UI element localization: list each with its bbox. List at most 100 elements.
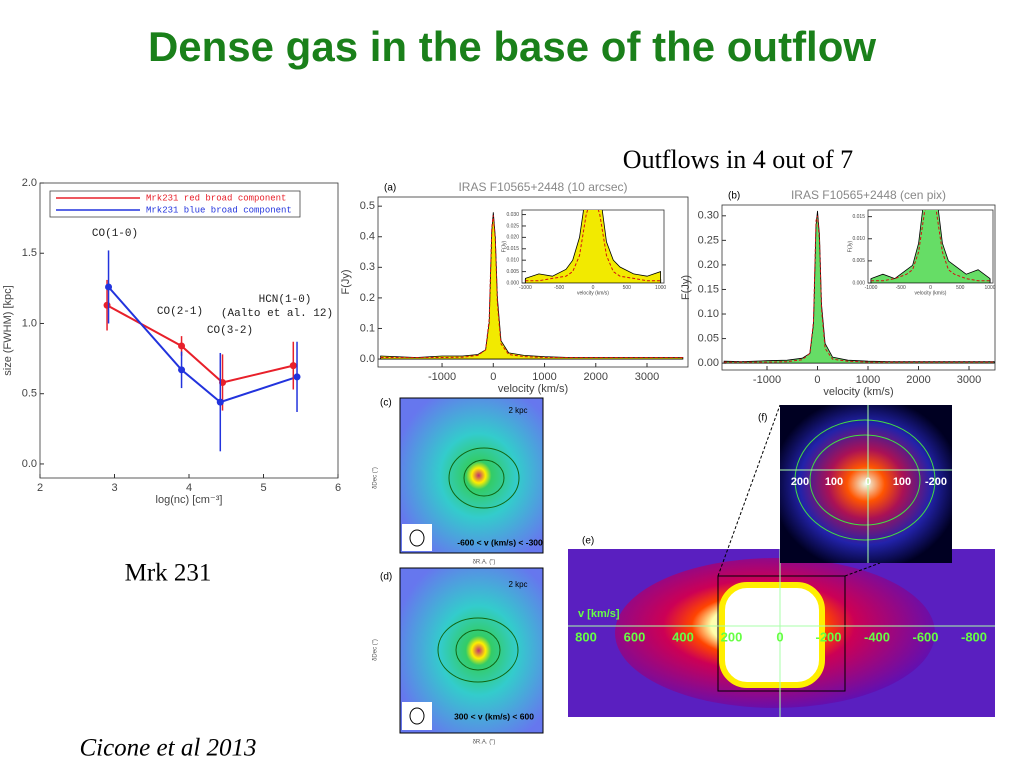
x-tick-label: 4 bbox=[186, 482, 192, 494]
x-tick-label: -1000 bbox=[753, 374, 781, 386]
velocity-range: 300 < v (km/s) < 600 bbox=[454, 711, 534, 721]
y-tick-label: 0.010 bbox=[506, 258, 519, 264]
fit-line bbox=[525, 210, 661, 282]
x-tick-label: 3 bbox=[111, 482, 117, 494]
panel-label: (a) bbox=[384, 183, 396, 194]
y-tick-label: 0.015 bbox=[852, 214, 865, 220]
y-tick-label: 0.25 bbox=[698, 234, 719, 246]
velocity-label: 200 bbox=[791, 476, 809, 488]
map-f: (f) bbox=[758, 405, 952, 563]
citation: Cicone et al 2013 bbox=[79, 735, 256, 762]
x-tick-label: 2 bbox=[37, 482, 43, 494]
x-tick-label: 5 bbox=[260, 482, 266, 494]
contour bbox=[437, 617, 519, 683]
velocity-range: -600 < v (km/s) < -300 bbox=[457, 537, 543, 547]
x-tick-label: -1000 bbox=[865, 285, 878, 291]
object-label: Mrk 231 bbox=[125, 560, 212, 587]
x-tick-label: 2000 bbox=[906, 374, 930, 386]
core bbox=[719, 582, 825, 688]
x-tick-label: 2000 bbox=[584, 371, 608, 383]
y-tick-label: 0.000 bbox=[852, 280, 865, 286]
contour bbox=[794, 419, 936, 541]
velocity-label: 0 bbox=[776, 629, 783, 644]
marker bbox=[105, 283, 113, 291]
panel-label: (c) bbox=[380, 398, 392, 409]
x-tick-label: -500 bbox=[554, 285, 564, 291]
x-tick-label: -1000 bbox=[428, 371, 456, 383]
y-tick-label: 0.010 bbox=[852, 236, 865, 242]
x-tick-label: -500 bbox=[896, 285, 906, 291]
velocity-label: 100 bbox=[893, 476, 911, 488]
x-tick-label: 3000 bbox=[957, 374, 981, 386]
y-axis-label: F(Jy) bbox=[501, 240, 507, 252]
annotation: (Aalto et al. 12) bbox=[221, 308, 333, 320]
x-tick-label: -1000 bbox=[519, 285, 532, 291]
panel-label: (d) bbox=[380, 572, 392, 583]
panel-title: IRAS F10565+2448 (cen pix) bbox=[791, 188, 946, 202]
beam bbox=[409, 707, 425, 725]
y-label: δDec (") bbox=[373, 467, 379, 489]
y-tick-label: 0.20 bbox=[698, 259, 719, 271]
zoom-line bbox=[844, 562, 881, 577]
slide-title: Dense gas in the base of the outflow bbox=[148, 23, 876, 70]
contour bbox=[455, 629, 501, 671]
x-tick-label: 1000 bbox=[655, 285, 666, 291]
panel-label: (b) bbox=[728, 191, 740, 202]
scale-label: 2 kpc bbox=[508, 580, 527, 589]
y-label: δDec (") bbox=[373, 639, 379, 661]
y-tick-label: 2.0 bbox=[22, 177, 37, 189]
velocity-label: 100 bbox=[825, 476, 843, 488]
velocity-label: -200 bbox=[815, 629, 841, 644]
legend bbox=[49, 190, 301, 218]
panel-label: (e) bbox=[582, 536, 594, 547]
series-line bbox=[106, 304, 294, 384]
y-tick-label: 0.30 bbox=[698, 210, 719, 222]
spectrum-chart: 0.00 0.05 0.10 0.15 0.20 0.25 0.30 -1000 0 1000 20… bbox=[680, 188, 996, 398]
plot-area bbox=[106, 286, 298, 404]
y-tick-label: 0.00 bbox=[698, 357, 719, 369]
y-tick-label: 0.1 bbox=[360, 322, 375, 334]
subtitle: Outflows in 4 out of 7 bbox=[623, 145, 853, 174]
panel-title: IRAS F10565+2448 (10 arcsec) bbox=[458, 180, 627, 194]
velocity-label: -600 bbox=[912, 629, 938, 644]
annotation: HCN(1-0) bbox=[259, 294, 312, 306]
fit-line bbox=[724, 215, 995, 363]
y-tick-label: 1.5 bbox=[22, 247, 37, 259]
x-axis-label: log(nc) [cm⁻³] bbox=[156, 494, 223, 506]
y-tick-label: 0.2 bbox=[360, 292, 375, 304]
x-tick-label: 3000 bbox=[635, 371, 659, 383]
contour bbox=[448, 447, 520, 509]
x-tick-label: 0 bbox=[592, 285, 595, 291]
y-axis-label: F(Jy) bbox=[680, 275, 692, 300]
x-tick-label: 0 bbox=[814, 374, 820, 386]
map-e: (e) v [km/s] bbox=[568, 404, 995, 717]
map-d: (d) 2 kpc 300 < v (km/s) < 600 δR.A. (")… bbox=[373, 567, 544, 746]
marker bbox=[103, 301, 111, 309]
velocity-label: 200 bbox=[721, 629, 743, 644]
annotation: CO(3-2) bbox=[207, 325, 253, 337]
annotation: CO(1-0) bbox=[92, 228, 138, 240]
y-axis-label: F(Jy) bbox=[847, 240, 853, 252]
x-tick-label: 500 bbox=[623, 285, 632, 291]
x-axis-label: velocity (km/s) bbox=[498, 383, 568, 395]
x-tick-label: 500 bbox=[956, 285, 965, 291]
zoom-line bbox=[717, 404, 781, 577]
series-line bbox=[107, 286, 298, 404]
x-axis-label: velocity (km/s) bbox=[577, 290, 609, 296]
x-tick-label: 0 bbox=[929, 285, 932, 291]
y-tick-label: 0.15 bbox=[698, 283, 719, 295]
map-image bbox=[780, 405, 952, 563]
velocity-label: 400 bbox=[672, 629, 694, 644]
y-tick-label: 0.0 bbox=[22, 458, 37, 470]
x-tick-label: 1000 bbox=[856, 374, 880, 386]
velocity-label: 800 bbox=[575, 629, 597, 644]
y-tick-label: 0.5 bbox=[360, 200, 375, 212]
plot-frame bbox=[721, 204, 996, 371]
plot-frame bbox=[39, 182, 339, 479]
velocity-label: -800 bbox=[961, 629, 987, 644]
contour bbox=[463, 459, 505, 497]
marker bbox=[293, 373, 301, 381]
beam-box bbox=[402, 524, 432, 551]
y-tick-label: 0.005 bbox=[852, 258, 865, 264]
